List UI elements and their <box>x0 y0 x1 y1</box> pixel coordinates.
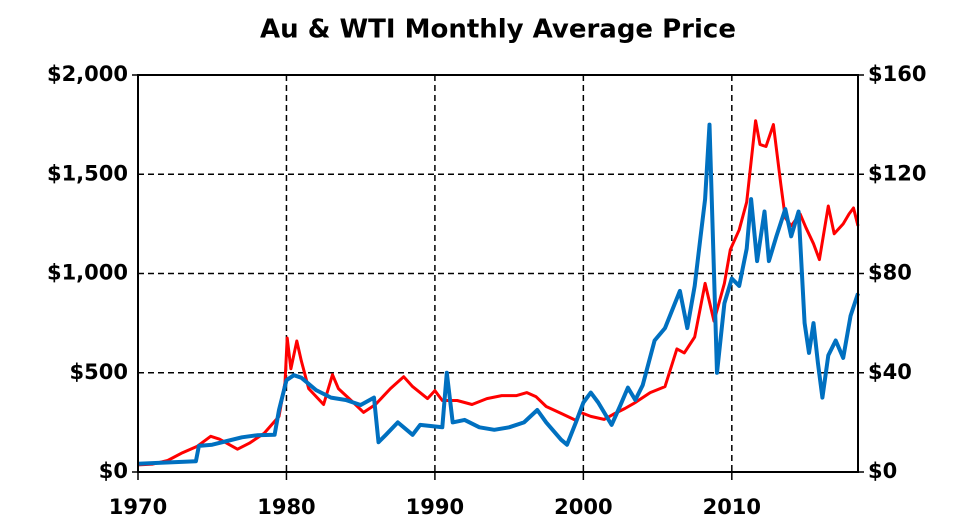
y2-tick-label: $80 <box>868 261 912 285</box>
x-tick-label: 2010 <box>703 495 761 519</box>
line-series <box>137 122 860 466</box>
x-tick-label: 1970 <box>109 495 167 519</box>
plot-frame <box>137 74 859 473</box>
y2-tick-label: $40 <box>868 360 912 384</box>
y2-tick-label: $120 <box>868 161 926 185</box>
x-tick-label: 1990 <box>406 495 464 519</box>
x-tick-label: 2000 <box>554 495 612 519</box>
y-tick-label: $1,500 <box>47 161 128 185</box>
y-tick-label: $2,000 <box>47 62 128 86</box>
line-series <box>137 119 860 467</box>
y2-tick-label: $160 <box>868 62 926 86</box>
y2-tick-label: $0 <box>868 459 897 483</box>
y-tick-label: $500 <box>70 360 128 384</box>
chart-title: Au & WTI Monthly Average Price <box>260 15 736 45</box>
x-tick-label: 1980 <box>257 495 315 519</box>
y-tick-label: $1,000 <box>47 261 128 285</box>
y-tick-label: $0 <box>99 459 128 483</box>
